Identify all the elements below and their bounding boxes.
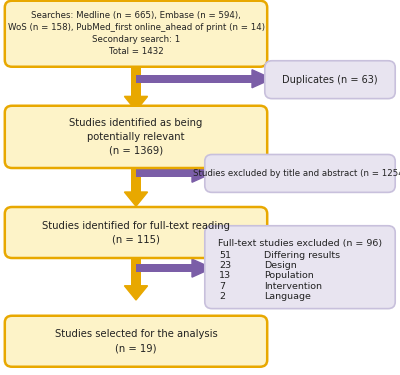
FancyBboxPatch shape [131,60,141,96]
FancyBboxPatch shape [5,316,267,367]
FancyBboxPatch shape [136,75,252,82]
FancyBboxPatch shape [265,61,395,99]
Polygon shape [124,192,148,206]
Polygon shape [124,286,148,300]
Text: Intervention: Intervention [264,282,322,291]
Text: Duplicates (n = 63): Duplicates (n = 63) [282,75,378,85]
Polygon shape [192,164,212,182]
Text: 2: 2 [219,292,225,301]
FancyBboxPatch shape [5,207,267,258]
Text: 23: 23 [219,261,231,270]
Text: Studies identified as being
potentially relevant
(n = 1369): Studies identified as being potentially … [69,118,203,156]
Text: Design: Design [264,261,297,270]
Text: Studies selected for the analysis
(n = 19): Studies selected for the analysis (n = 1… [55,330,217,353]
FancyBboxPatch shape [131,321,141,346]
Polygon shape [192,259,212,277]
Text: Studies excluded by title and abstract (n = 1254): Studies excluded by title and abstract (… [193,169,400,178]
FancyBboxPatch shape [131,251,141,286]
FancyBboxPatch shape [131,161,141,192]
FancyBboxPatch shape [205,154,395,192]
Text: Differing results: Differing results [264,251,340,260]
FancyBboxPatch shape [5,1,267,67]
Polygon shape [252,70,272,88]
Text: Studies identified for full-text reading
(n = 115): Studies identified for full-text reading… [42,221,230,244]
Text: Population: Population [264,271,314,280]
Text: 51: 51 [219,251,231,260]
FancyBboxPatch shape [5,106,267,168]
Text: Searches: Medline (n = 665), Embase (n = 594),
WoS (n = 158), PubMed_first onlin: Searches: Medline (n = 665), Embase (n =… [8,11,264,57]
FancyBboxPatch shape [136,170,192,177]
Text: Language: Language [264,292,311,301]
FancyBboxPatch shape [136,264,192,272]
Polygon shape [124,346,148,360]
Text: 13: 13 [219,271,231,280]
FancyBboxPatch shape [205,226,395,309]
Text: Full-text studies excluded (n = 96): Full-text studies excluded (n = 96) [218,239,382,248]
Text: 7: 7 [219,282,225,291]
Polygon shape [124,96,148,111]
